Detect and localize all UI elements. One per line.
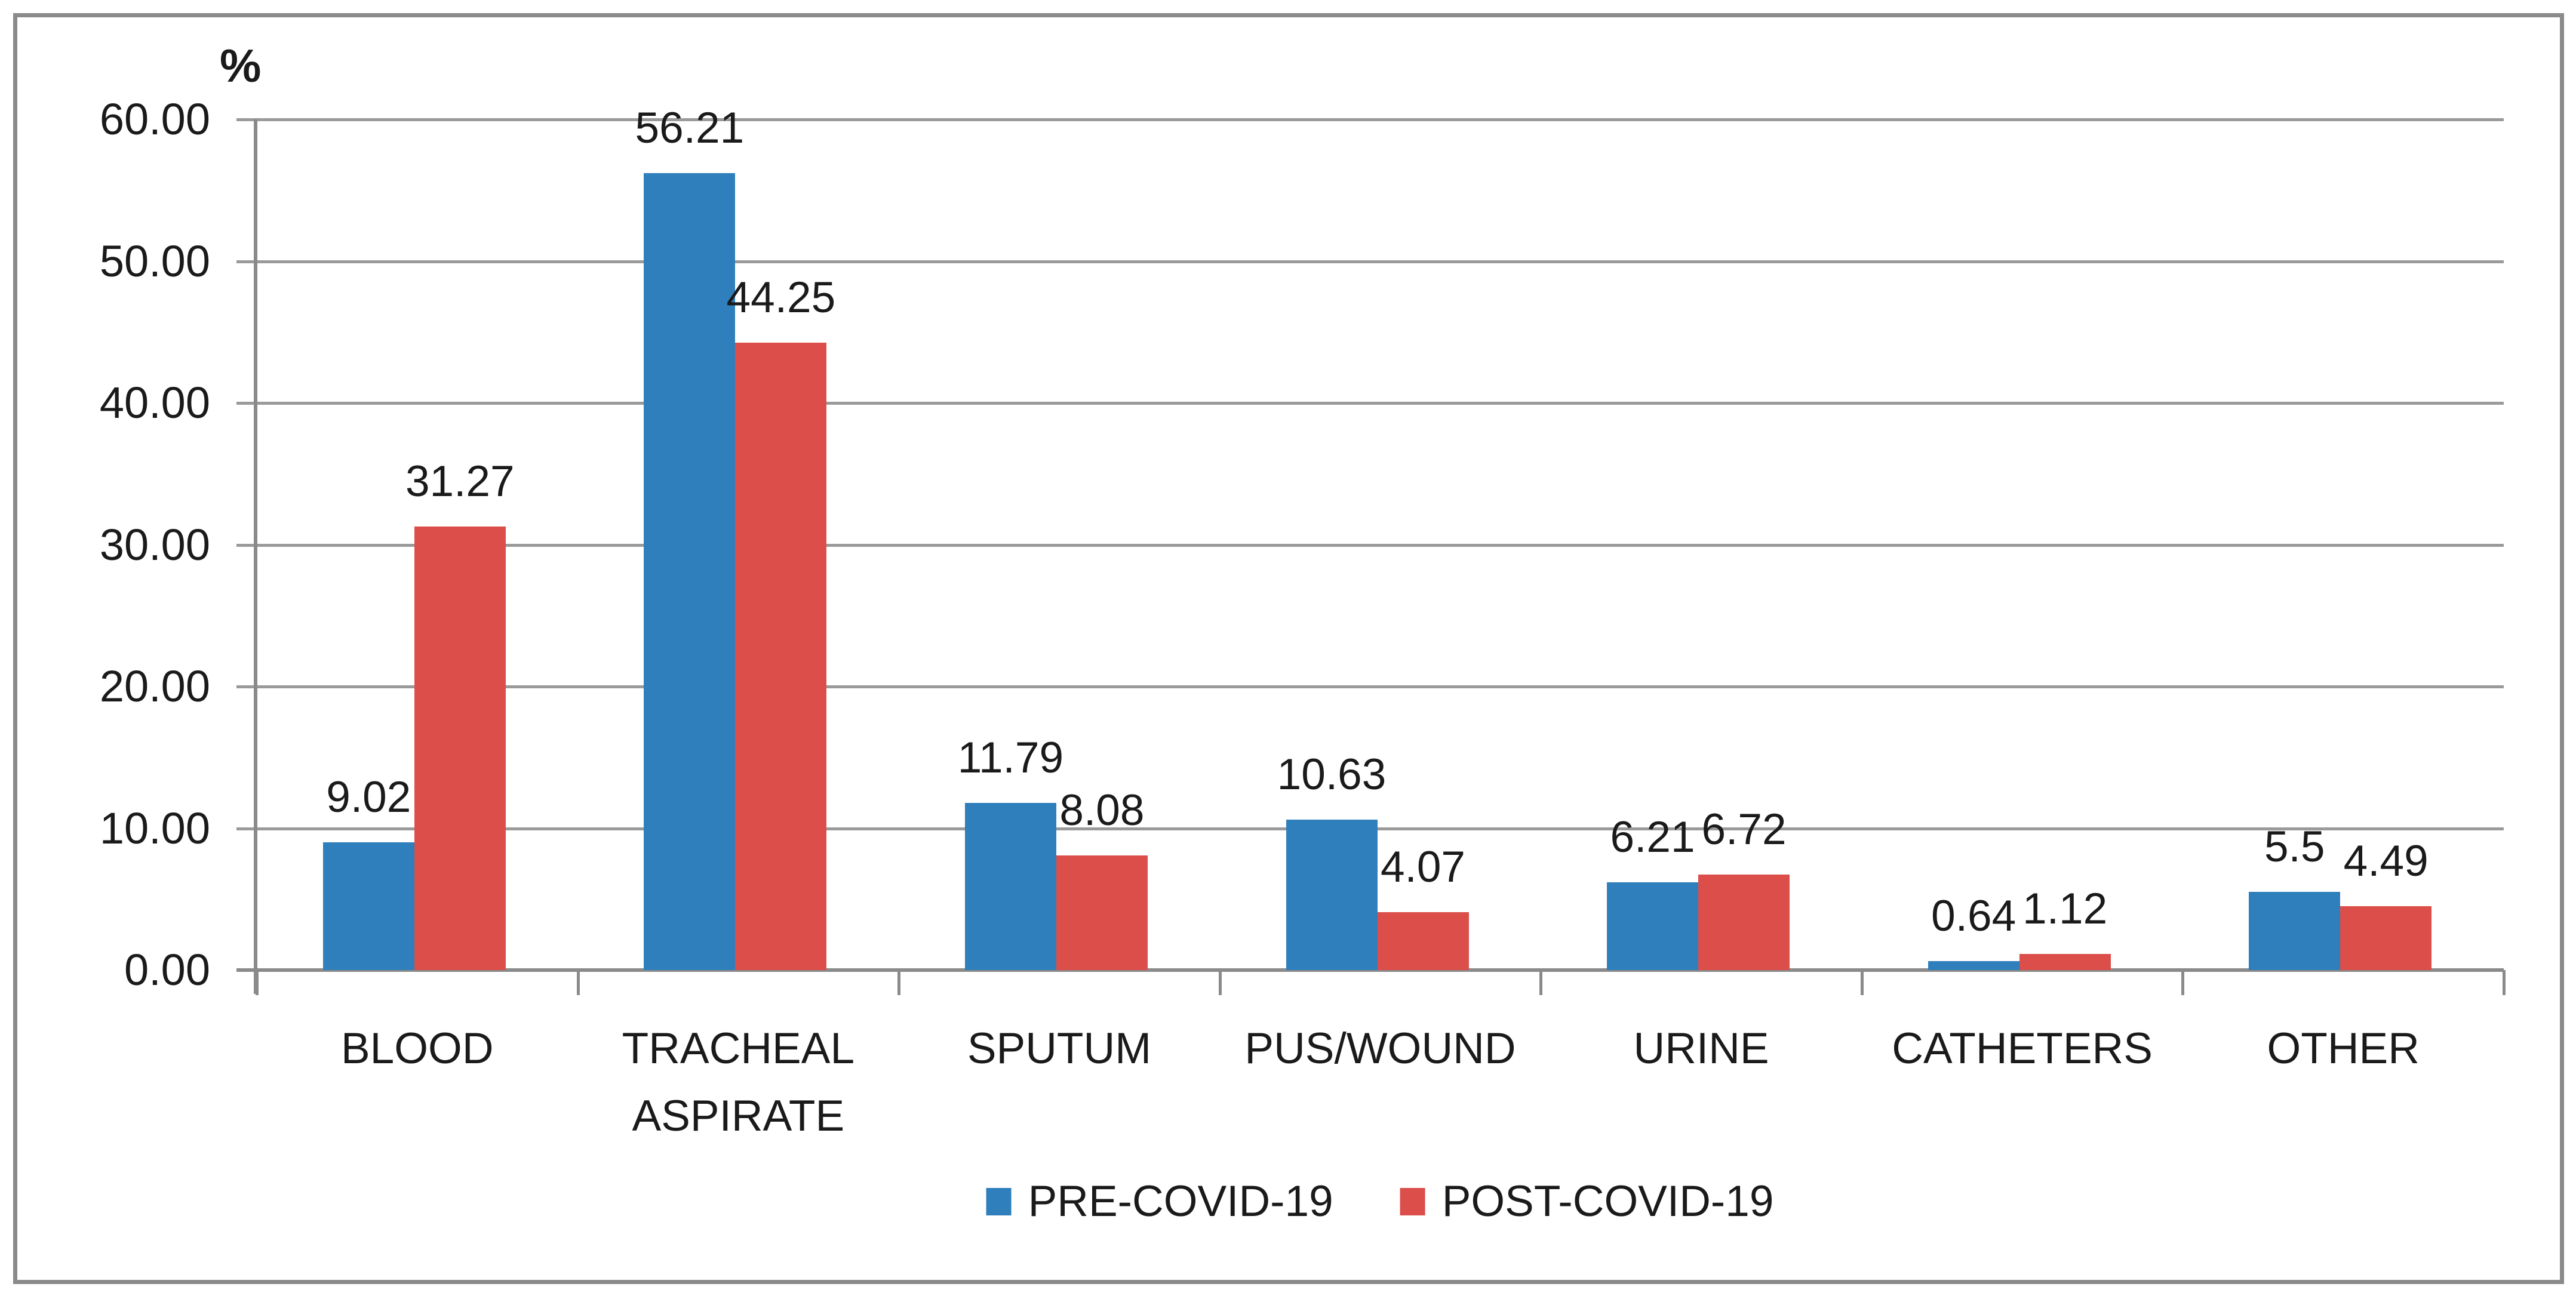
y-tick-label: 50.00 (99, 236, 210, 286)
category-boundary-tick (897, 970, 901, 995)
legend-item-pre-covid-19: PRE-COVID-19 (986, 1175, 1333, 1229)
gridline (236, 543, 2504, 547)
bar-post-covid-19-blood (414, 527, 506, 970)
bar-pre-covid-19-sputum (964, 802, 1056, 970)
bar-pre-covid-19-tracheal-aspirate (644, 173, 736, 970)
bar-post-covid-19-sputum (1056, 855, 1148, 970)
value-label-post-covid-19-tracheal-aspirate: 44.25 (726, 273, 836, 322)
category-boundary-tick (1218, 970, 1222, 995)
legend-label: POST-COVID-19 (1441, 1177, 1774, 1226)
y-axis-unit-label: % (220, 39, 262, 92)
value-label-pre-covid-19-other: 5.5 (2264, 823, 2325, 872)
bar-pre-covid-19-other (2249, 892, 2341, 970)
bar-pre-covid-19-pus-wound (1286, 819, 1378, 970)
value-label-pre-covid-19-blood: 9.02 (326, 772, 411, 821)
y-axis-line (254, 119, 257, 994)
category-label-pus-wound: PUS/WOUND (1244, 1024, 1516, 1073)
value-label-post-covid-19-sputum: 8.08 (1059, 786, 1145, 835)
category-boundary-tick (256, 970, 259, 995)
category-boundary-tick (1539, 970, 1543, 995)
legend-item-post-covid-19: POST-COVID-19 (1400, 1175, 1774, 1229)
value-label-post-covid-19-blood: 31.27 (405, 457, 515, 506)
legend-swatch-icon (1400, 1188, 1425, 1215)
category-boundary-tick (2181, 970, 2185, 995)
category-label-sputum: SPUTUM (967, 1024, 1152, 1073)
bar-pre-covid-19-blood (322, 842, 414, 970)
bar-post-covid-19-pus-wound (1377, 912, 1469, 970)
bar-pre-covid-19-catheters (1928, 961, 2019, 970)
bar-post-covid-19-tracheal-aspirate (735, 343, 827, 970)
y-tick-label: 30.00 (99, 519, 210, 569)
x-axis-line (236, 968, 2504, 972)
value-label-post-covid-19-pus-wound: 4.07 (1380, 843, 1466, 892)
y-tick-label: 10.00 (99, 803, 210, 853)
gridline (236, 260, 2504, 263)
value-label-pre-covid-19-catheters: 0.64 (1931, 891, 2016, 940)
value-label-post-covid-19-catheters: 1.12 (2022, 885, 2108, 934)
bar-post-covid-19-catheters (2019, 954, 2111, 970)
gridline (236, 685, 2504, 688)
value-label-pre-covid-19-urine: 6.21 (1610, 812, 1695, 861)
value-label-post-covid-19-other: 4.49 (2343, 837, 2429, 886)
y-tick-label: 0.00 (124, 945, 210, 995)
legend-swatch-icon (986, 1188, 1012, 1215)
category-boundary-tick (576, 970, 580, 995)
value-label-pre-covid-19-tracheal-aspirate: 56.21 (635, 104, 745, 152)
category-label-blood: BLOOD (340, 1024, 494, 1073)
y-tick-label: 40.00 (99, 378, 210, 427)
gridline (236, 402, 2504, 405)
category-boundary-tick (2503, 970, 2506, 995)
category-label-other: OTHER (2267, 1024, 2420, 1073)
category-label-urine: URINE (1633, 1024, 1769, 1073)
legend-label: PRE-COVID-19 (1028, 1177, 1333, 1226)
category-boundary-tick (1860, 970, 1864, 995)
gridline (236, 118, 2504, 121)
y-tick-label: 60.00 (99, 94, 210, 144)
bar-pre-covid-19-urine (1607, 882, 1699, 970)
legend: PRE-COVID-19 POST-COVID-19 (986, 1175, 1774, 1229)
bar-post-covid-19-other (2340, 906, 2432, 970)
y-tick-label: 20.00 (99, 661, 210, 711)
category-label-catheters: CATHETERS (1892, 1024, 2153, 1073)
chart-frame-border (13, 13, 2564, 1284)
category-label-tracheal-aspirate: TRACHEAL ASPIRATE (622, 1024, 855, 1140)
value-label-post-covid-19-urine: 6.72 (1701, 805, 1787, 854)
bar-post-covid-19-urine (1698, 875, 1790, 970)
value-label-pre-covid-19-sputum: 11.79 (957, 733, 1064, 782)
value-label-pre-covid-19-pus-wound: 10.63 (1277, 750, 1387, 799)
